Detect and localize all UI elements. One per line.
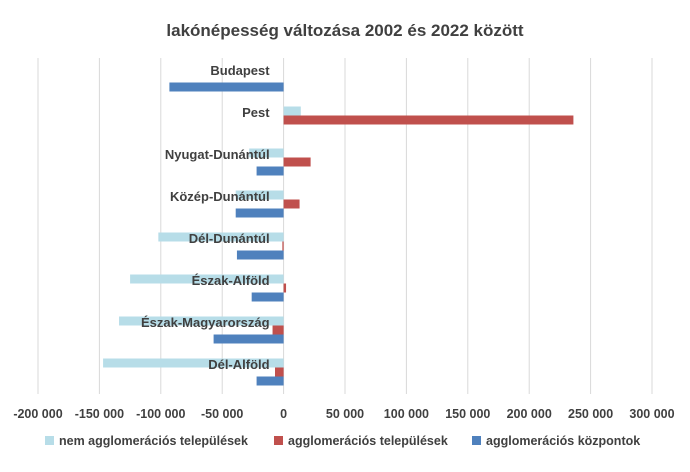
legend-swatch xyxy=(274,436,283,445)
bar-nem-agglomeracios-telepulesek-pest xyxy=(283,106,301,116)
x-tick-label: 150 000 xyxy=(445,407,490,421)
bar-agglomeracios-kozpontok-eszak-alfold xyxy=(251,292,284,302)
bar-agglomeracios-telepulesek-del-alfold xyxy=(275,367,284,377)
x-tick-label: 100 000 xyxy=(384,407,429,421)
category-label: Észak-Alföld xyxy=(192,273,270,288)
x-tick-label: 250 000 xyxy=(568,407,613,421)
bar-agglomeracios-telepulesek-nyugat-dunantul xyxy=(283,157,311,167)
legend-label: agglomerációs települések xyxy=(288,434,448,448)
x-tick-label: -100 000 xyxy=(136,407,185,421)
legend: nem agglomerációs települések agglomeráci… xyxy=(45,434,640,448)
chart-title: lakónépesség változása 2002 és 2022 közö… xyxy=(166,21,524,40)
category-label: Budapest xyxy=(210,63,270,78)
x-tick-labels: -200 000 -150 000 -100 000 -50 000 0 50 000 10… xyxy=(13,407,674,421)
bar-agglomeracios-telepulesek-del-dunantul xyxy=(282,241,284,251)
legend-swatch xyxy=(472,436,481,445)
category-label: Pest xyxy=(242,105,270,120)
category-labels: Budapest Pest Nyugat-Dunántúl Közép-Dunántú… xyxy=(141,63,270,372)
bar-agglomeracios-telepulesek-eszak-magyarorszag xyxy=(272,325,284,335)
bar-agglomeracios-telepulesek-eszak-alfold xyxy=(283,283,287,293)
category-label: Észak-Magyarország xyxy=(141,315,270,330)
bar-agglomeracios-kozpontok-budapest xyxy=(169,82,284,92)
grid-lines xyxy=(37,58,653,394)
bar-nem-agglomeracios-telepulesek-nyugat-dunantul xyxy=(249,148,284,158)
bar-nem-agglomeracios-telepulesek-kozep-dunantul xyxy=(235,190,284,200)
x-tick-label: -50 000 xyxy=(201,407,243,421)
legend-label: agglomerációs központok xyxy=(486,434,640,448)
bar-agglomeracios-telepulesek-pest xyxy=(283,115,574,125)
category-label: Nyugat-Dunántúl xyxy=(165,147,270,162)
category-label: Dél-Alföld xyxy=(208,357,269,372)
x-tick-label: 300 000 xyxy=(629,407,674,421)
bar-agglomeracios-kozpontok-del-alfold xyxy=(256,376,284,386)
bar-agglomeracios-kozpontok-kozep-dunantul xyxy=(235,208,284,218)
bar-nem-agglomeracios-telepulesek-eszak-magyarorszag xyxy=(119,316,284,326)
x-tick-label: 50 000 xyxy=(326,407,364,421)
bar-agglomeracios-kozpontok-eszak-magyarorszag xyxy=(213,334,284,344)
bar-nem-agglomeracios-telepulesek-del-dunantul xyxy=(158,232,284,242)
bar-agglomeracios-kozpontok-del-dunantul xyxy=(236,250,284,260)
category-label: Dél-Dunántúl xyxy=(189,231,270,246)
x-tick-label: -150 000 xyxy=(75,407,124,421)
x-tick-label: 0 xyxy=(280,407,287,421)
legend-label: nem agglomerációs települések xyxy=(59,434,248,448)
x-tick-label: -200 000 xyxy=(13,407,62,421)
bars xyxy=(103,82,574,386)
category-label: Közép-Dunántúl xyxy=(170,189,270,204)
bar-agglomeracios-kozpontok-nyugat-dunantul xyxy=(256,166,284,176)
legend-swatch xyxy=(45,436,54,445)
x-tick-label: 200 000 xyxy=(507,407,552,421)
bar-agglomeracios-telepulesek-kozep-dunantul xyxy=(283,199,300,209)
bar-nem-agglomeracios-telepulesek-del-alfold xyxy=(103,358,284,368)
bar-nem-agglomeracios-telepulesek-eszak-alfold xyxy=(130,274,284,284)
